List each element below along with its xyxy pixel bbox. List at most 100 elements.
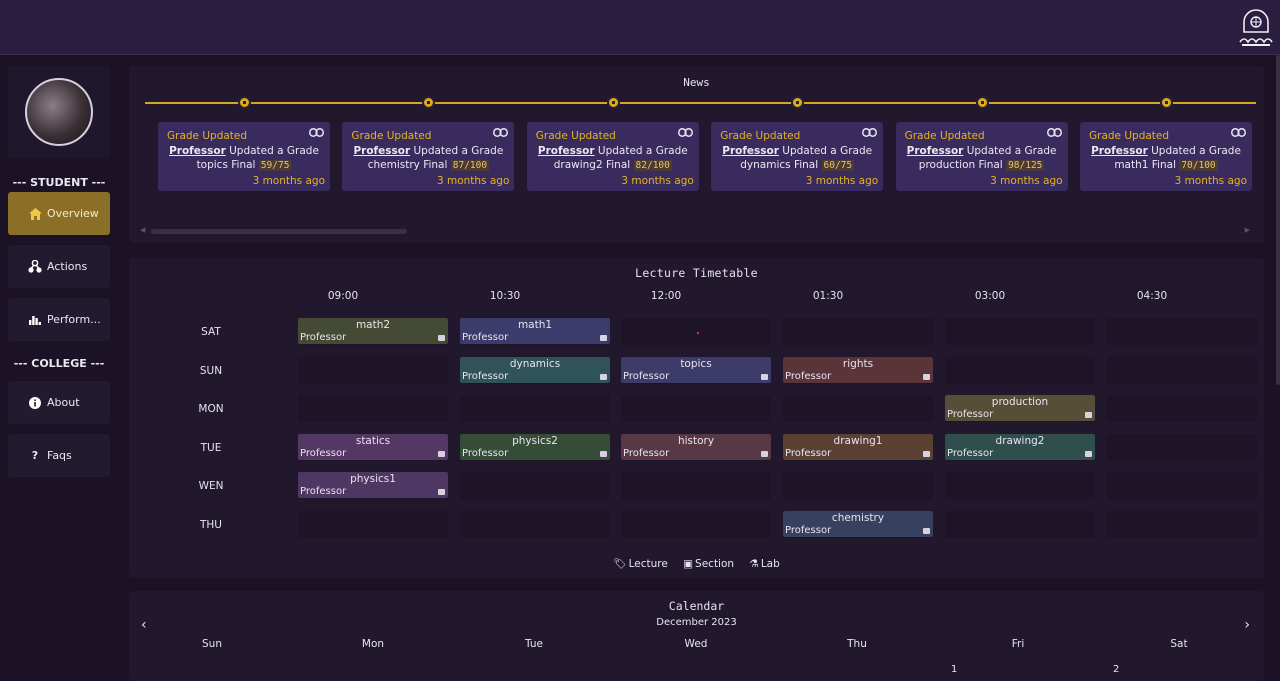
- timetable-cell: [783, 318, 933, 345]
- news-card-text: Updated a Grade: [597, 145, 688, 157]
- link-icon[interactable]: [677, 127, 693, 137]
- news-card[interactable]: Grade Updated Professor Updated a Grade pr…: [895, 122, 1068, 191]
- news-card[interactable]: Grade Updated Professor Updated a Grade dy…: [711, 122, 884, 191]
- college-heading: --- COLLEGE ---: [13, 357, 105, 370]
- news-card-author[interactable]: Professor: [169, 145, 226, 157]
- timetable-cell: [460, 472, 610, 499]
- timeline-dot: [238, 96, 251, 109]
- lecture-name: rights: [842, 358, 874, 370]
- day-label: THU: [200, 519, 222, 531]
- lecture-block[interactable]: chemistry Professor: [783, 511, 933, 537]
- lecture-block[interactable]: statics Professor: [298, 434, 448, 460]
- lecture-block[interactable]: dynamics Professor: [460, 357, 610, 383]
- news-card-time: 3 months ago: [990, 175, 1063, 187]
- sidebar-item-overview[interactable]: Overview: [8, 192, 110, 235]
- time-slot-label: 10:30: [489, 290, 521, 302]
- section-icon: ▣: [683, 558, 694, 570]
- news-card[interactable]: Grade Updated Professor Updated a Grade ma…: [1080, 122, 1252, 191]
- scroll-right-arrow-icon[interactable]: ▶: [1244, 226, 1250, 234]
- timeline-line: [145, 102, 1256, 104]
- weekday-header: Thu: [847, 638, 867, 650]
- lecture-tag-icon: [600, 335, 607, 341]
- timetable-cell: [621, 395, 771, 422]
- lecture-professor: Professor: [785, 525, 832, 536]
- sidebar-item-faqs[interactable]: ? Faqs: [8, 434, 110, 477]
- news-card-author[interactable]: Professor: [353, 145, 411, 157]
- lecture-block[interactable]: topics Professor: [621, 357, 771, 383]
- news-card-subject: drawing2 Final: [553, 159, 631, 171]
- link-icon[interactable]: [309, 127, 324, 137]
- lecture-block[interactable]: physics1 Professor: [298, 472, 448, 498]
- timetable-cell: [1107, 395, 1257, 422]
- news-card-author[interactable]: Professor: [1091, 145, 1148, 157]
- lecture-professor: Professor: [947, 448, 994, 459]
- news-card-time: 3 months ago: [621, 175, 694, 187]
- lecture-tag-icon: [1085, 451, 1092, 457]
- timetable-panel: Lecture Timetable 09:00 10:30 12:00 01:30 03…: [129, 258, 1264, 578]
- sidebar-item-actions[interactable]: Actions: [8, 245, 110, 288]
- timetable-cell: [1107, 472, 1257, 499]
- lecture-block[interactable]: math2 Professor: [298, 318, 448, 344]
- news-card[interactable]: Grade Updated Professor Updated a Grade ch…: [342, 122, 515, 191]
- link-icon[interactable]: [862, 127, 878, 137]
- university-logo-icon[interactable]: [1236, 6, 1276, 48]
- timetable-cell: [783, 472, 933, 499]
- lecture-block[interactable]: physics2 Professor: [460, 434, 610, 460]
- news-card-text: Updated a Grade: [782, 145, 873, 157]
- timetable-cell: [298, 395, 448, 422]
- news-card-text: Updated a Grade: [229, 145, 319, 157]
- lecture-name: production: [991, 396, 1049, 408]
- lecture-block[interactable]: drawing2 Professor: [945, 434, 1095, 460]
- lecture-professor: Professor: [462, 371, 509, 382]
- calendar-day[interactable]: 2: [1113, 664, 1120, 675]
- scroll-left-arrow-icon[interactable]: ◀: [140, 226, 146, 234]
- lecture-tag-icon: [923, 451, 930, 457]
- timetable-cell: [621, 318, 771, 345]
- profile-box: [8, 66, 110, 158]
- avatar[interactable]: [25, 78, 93, 146]
- link-icon[interactable]: [1231, 127, 1246, 137]
- news-card-time: 3 months ago: [1174, 175, 1247, 187]
- calendar-month: December 2023: [656, 617, 737, 628]
- next-month-chevron-icon[interactable]: ›: [1244, 617, 1250, 633]
- legend-lab: ⚗ Lab: [749, 558, 780, 570]
- lecture-name: drawing1: [833, 435, 883, 447]
- page-scrollbar[interactable]: [1276, 55, 1280, 385]
- legend-lecture: 🏷 Lecture: [613, 558, 668, 570]
- news-panel: News Grade Updated Professor Updated a Gr…: [129, 66, 1264, 243]
- link-icon[interactable]: [1046, 127, 1062, 137]
- news-card-author[interactable]: Professor: [906, 145, 964, 157]
- timetable-cell: [460, 511, 610, 538]
- lecture-block[interactable]: rights Professor: [783, 357, 933, 383]
- lecture-professor: Professor: [462, 332, 509, 343]
- sidebar-item-about[interactable]: About: [8, 381, 110, 424]
- lab-flask-icon: ⚗: [749, 558, 759, 570]
- sidebar-item-performance[interactable]: Perform...: [8, 298, 110, 341]
- news-card-text: Updated a Grade: [966, 145, 1057, 157]
- news-card[interactable]: Grade Updated Professor Updated a Grade dr…: [526, 122, 699, 191]
- lecture-block[interactable]: drawing1 Professor: [783, 434, 933, 460]
- time-slot-label: 04:30: [1136, 290, 1168, 302]
- legend-section: ▣ Section: [683, 558, 735, 570]
- lecture-name: chemistry: [831, 512, 885, 524]
- lecture-block[interactable]: production Professor: [945, 395, 1095, 421]
- news-card-grade: 87/100: [450, 160, 490, 171]
- lecture-block[interactable]: math1 Professor: [460, 318, 610, 344]
- calendar-day[interactable]: 1: [951, 664, 958, 675]
- news-card-body: Professor Updated a Grade dynamics Final …: [715, 144, 879, 173]
- timetable-cell: [621, 511, 771, 538]
- lecture-block[interactable]: history Professor: [621, 434, 771, 460]
- bar-chart-icon: [28, 313, 42, 327]
- prev-month-chevron-icon[interactable]: ‹: [141, 617, 147, 633]
- news-scrollbar[interactable]: [151, 229, 407, 234]
- news-card-author[interactable]: Professor: [722, 145, 779, 157]
- news-card-title: Grade Updated: [167, 130, 248, 142]
- news-card-author[interactable]: Professor: [537, 145, 595, 157]
- lecture-tag-icon: [438, 489, 445, 495]
- news-card[interactable]: Grade Updated Professor Updated a Grade to…: [158, 122, 330, 191]
- news-card-subject: dynamics Final: [740, 159, 819, 171]
- link-icon[interactable]: [493, 127, 509, 137]
- sidebar-item-label: Overview: [47, 207, 99, 220]
- news-card-title: Grade Updated: [1089, 130, 1170, 142]
- timetable-cell: [783, 395, 933, 422]
